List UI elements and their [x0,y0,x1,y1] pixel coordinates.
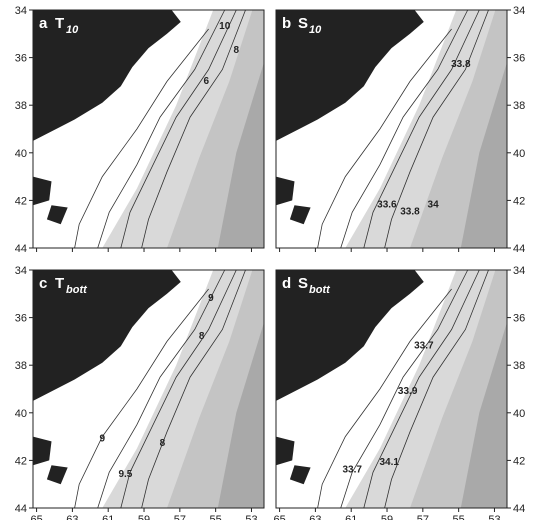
panel-subscript: 10 [66,24,79,36]
lon-tick-label: 61 [102,514,114,520]
contour-label: 33.8 [400,207,420,218]
lat-tick-label: 38 [513,100,525,112]
lat-tick-label: 40 [15,408,27,420]
lon-tick-label: 53 [245,514,257,520]
panel-label: a [39,15,48,32]
panel-subscript: 10 [309,24,322,36]
lat-tick-label: 38 [513,360,525,372]
contour-label: 9.5 [118,469,132,480]
panel-label: b [282,15,291,32]
lat-tick-label: 34 [15,265,27,277]
contour-label: 33.6 [377,200,397,211]
lon-tick-label: 65 [30,514,42,520]
contour-label: 33.7 [342,464,362,475]
lat-tick-label: 42 [513,195,525,207]
contour-label: 8 [199,331,205,342]
lat-tick-label: 42 [15,195,27,207]
lat-tick-label: 42 [513,455,525,467]
lon-tick-label: 55 [453,514,465,520]
lon-tick-label: 55 [210,514,222,520]
panel-variable: S [298,15,308,32]
lat-tick-label: 36 [15,313,27,325]
panel-label: c [39,275,47,292]
contour-label: 9 [208,293,214,304]
lat-tick-label: 40 [15,148,27,160]
lat-tick-label: 44 [513,243,525,255]
lon-tick-label: 57 [417,514,429,520]
lat-tick-label: 44 [15,503,27,515]
panel-subscript: bott [309,284,331,296]
contour-label: 34 [428,200,440,211]
contour-label: 33.8 [451,59,471,70]
contour-label: 8 [233,45,239,56]
lat-tick-label: 36 [15,53,27,65]
panel-variable: S [298,275,308,292]
contour-label: 6 [203,76,209,87]
lat-tick-label: 42 [15,455,27,467]
lon-tick-label: 59 [138,514,150,520]
lat-tick-label: 38 [15,360,27,372]
contour-label: 33.9 [398,386,418,397]
lon-tick-label: 63 [309,514,321,520]
lat-tick-label: 44 [513,503,525,515]
lon-tick-label: 65 [273,514,285,520]
lon-tick-label: 59 [381,514,393,520]
panel-subscript: bott [66,284,88,296]
lat-tick-label: 34 [513,265,525,277]
lat-tick-label: 34 [15,5,27,17]
lat-tick-label: 36 [513,53,525,65]
lat-tick-label: 40 [513,148,525,160]
lon-tick-label: 57 [174,514,186,520]
lon-tick-label: 63 [66,514,78,520]
panel-label: d [282,275,291,292]
lon-tick-label: 61 [345,514,357,520]
contour-label: 33.7 [414,341,434,352]
figure: aT101086343638404244bS1033.833.633.83434… [0,0,540,520]
lat-tick-label: 34 [513,5,525,17]
lat-tick-label: 44 [15,243,27,255]
lat-tick-label: 38 [15,100,27,112]
panel-variable: T [55,275,64,292]
contour-label: 10 [219,21,231,32]
panel-variable: T [55,15,64,32]
contour-label: 9 [100,433,106,444]
lon-tick-label: 53 [488,514,500,520]
lat-tick-label: 36 [513,313,525,325]
contour-label: 8 [160,438,166,449]
lat-tick-label: 40 [513,408,525,420]
contour-label: 34.1 [379,457,399,468]
